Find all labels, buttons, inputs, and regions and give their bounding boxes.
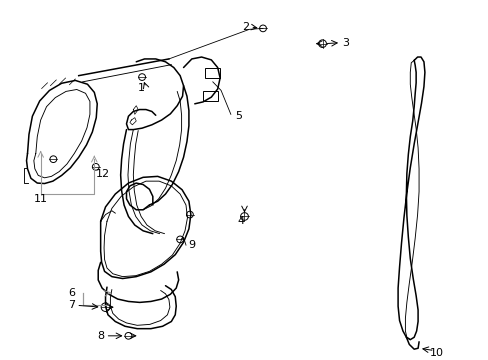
Text: 3: 3	[341, 38, 348, 48]
Text: 4: 4	[237, 216, 244, 226]
Text: 9: 9	[188, 240, 195, 250]
Text: 8: 8	[97, 331, 104, 341]
Text: 2: 2	[242, 22, 249, 32]
Text: 7: 7	[67, 300, 75, 310]
Text: 12: 12	[96, 168, 110, 179]
Text: 5: 5	[234, 111, 241, 121]
Text: 6: 6	[68, 288, 75, 298]
Text: 11: 11	[34, 194, 48, 204]
Text: 1: 1	[137, 82, 144, 93]
Text: 10: 10	[429, 348, 443, 358]
